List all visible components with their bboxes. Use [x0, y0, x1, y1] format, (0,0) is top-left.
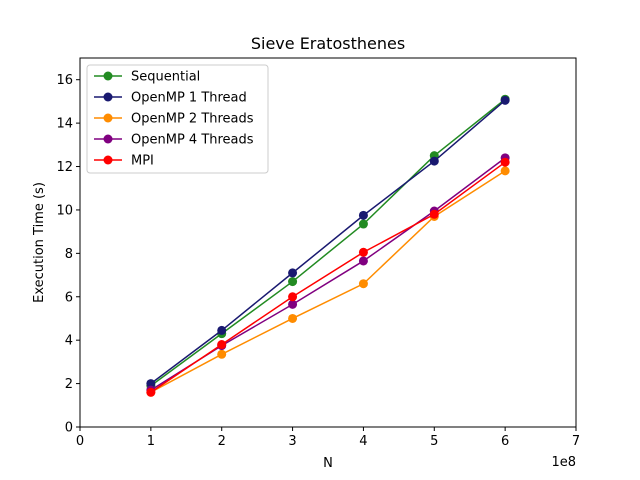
legend-swatch-marker	[103, 134, 113, 144]
legend-entry-label: OpenMP 1 Thread	[131, 91, 247, 106]
legend-entry-label: OpenMP 4 Threads	[131, 133, 254, 148]
data-point	[358, 256, 368, 266]
data-point	[288, 277, 298, 287]
series-line	[150, 170, 506, 393]
series-line	[150, 98, 506, 387]
x-tick-label: 5	[430, 434, 438, 449]
data-point	[146, 379, 156, 389]
data-point	[217, 325, 227, 335]
legend-entry-label: MPI	[131, 154, 154, 169]
y-tick-label: 14	[56, 117, 73, 132]
x-axis-label: N	[323, 456, 333, 471]
plot-area	[146, 94, 510, 397]
y-tick-label: 8	[65, 247, 73, 262]
y-tick-label: 0	[65, 421, 73, 436]
data-point	[358, 210, 368, 220]
data-point	[288, 292, 298, 302]
data-point	[358, 247, 368, 257]
legend-swatch-marker	[103, 113, 113, 123]
x-tick-label: 2	[218, 434, 226, 449]
legend-swatch-marker	[103, 155, 113, 165]
legend-entry-label: OpenMP 2 Threads	[131, 112, 254, 127]
series-line	[150, 99, 506, 385]
y-tick-label: 6	[65, 290, 73, 305]
data-point	[146, 387, 156, 397]
legend-box	[86, 64, 269, 174]
data-point	[429, 209, 439, 219]
y-tick-label: 4	[65, 334, 73, 349]
legend-entry-label: Sequential	[131, 70, 200, 85]
chart-title: Sieve Eratosthenes	[251, 34, 405, 53]
data-point	[500, 166, 510, 176]
data-point	[288, 268, 298, 278]
x-tick-label: 4	[359, 434, 367, 449]
data-point	[500, 157, 510, 167]
legend-swatch-marker	[103, 92, 113, 102]
data-point	[217, 340, 227, 350]
data-point	[429, 156, 439, 166]
x-tick-label: 3	[288, 434, 296, 449]
data-point	[288, 299, 298, 309]
x-axis: 0 1 2 3 4 5 6 7	[76, 427, 580, 449]
legend: Sequential OpenMP 1 Thread OpenMP 2 Thread…	[86, 64, 269, 174]
y-axis-label: Execution Time (s)	[32, 182, 47, 303]
data-point	[288, 313, 298, 323]
y-tick-label: 16	[56, 73, 73, 88]
x-tick-label: 1	[147, 434, 155, 449]
series-line	[150, 161, 506, 393]
y-tick-label: 10	[56, 203, 73, 218]
data-point	[358, 219, 368, 229]
x-tick-label: 0	[76, 434, 84, 449]
y-axis: 0 2 4 6 8 10 12 14 16	[56, 73, 80, 436]
data-point	[358, 279, 368, 289]
data-point	[217, 349, 227, 359]
legend-swatch-marker	[103, 71, 113, 81]
data-point	[500, 95, 510, 105]
y-tick-label: 2	[65, 377, 73, 392]
x-tick-label: 6	[501, 434, 509, 449]
x-tick-label: 7	[572, 434, 580, 449]
x-axis-offset-label: 1e8	[551, 455, 576, 470]
plot-frame	[79, 57, 577, 428]
y-tick-label: 12	[56, 160, 73, 175]
